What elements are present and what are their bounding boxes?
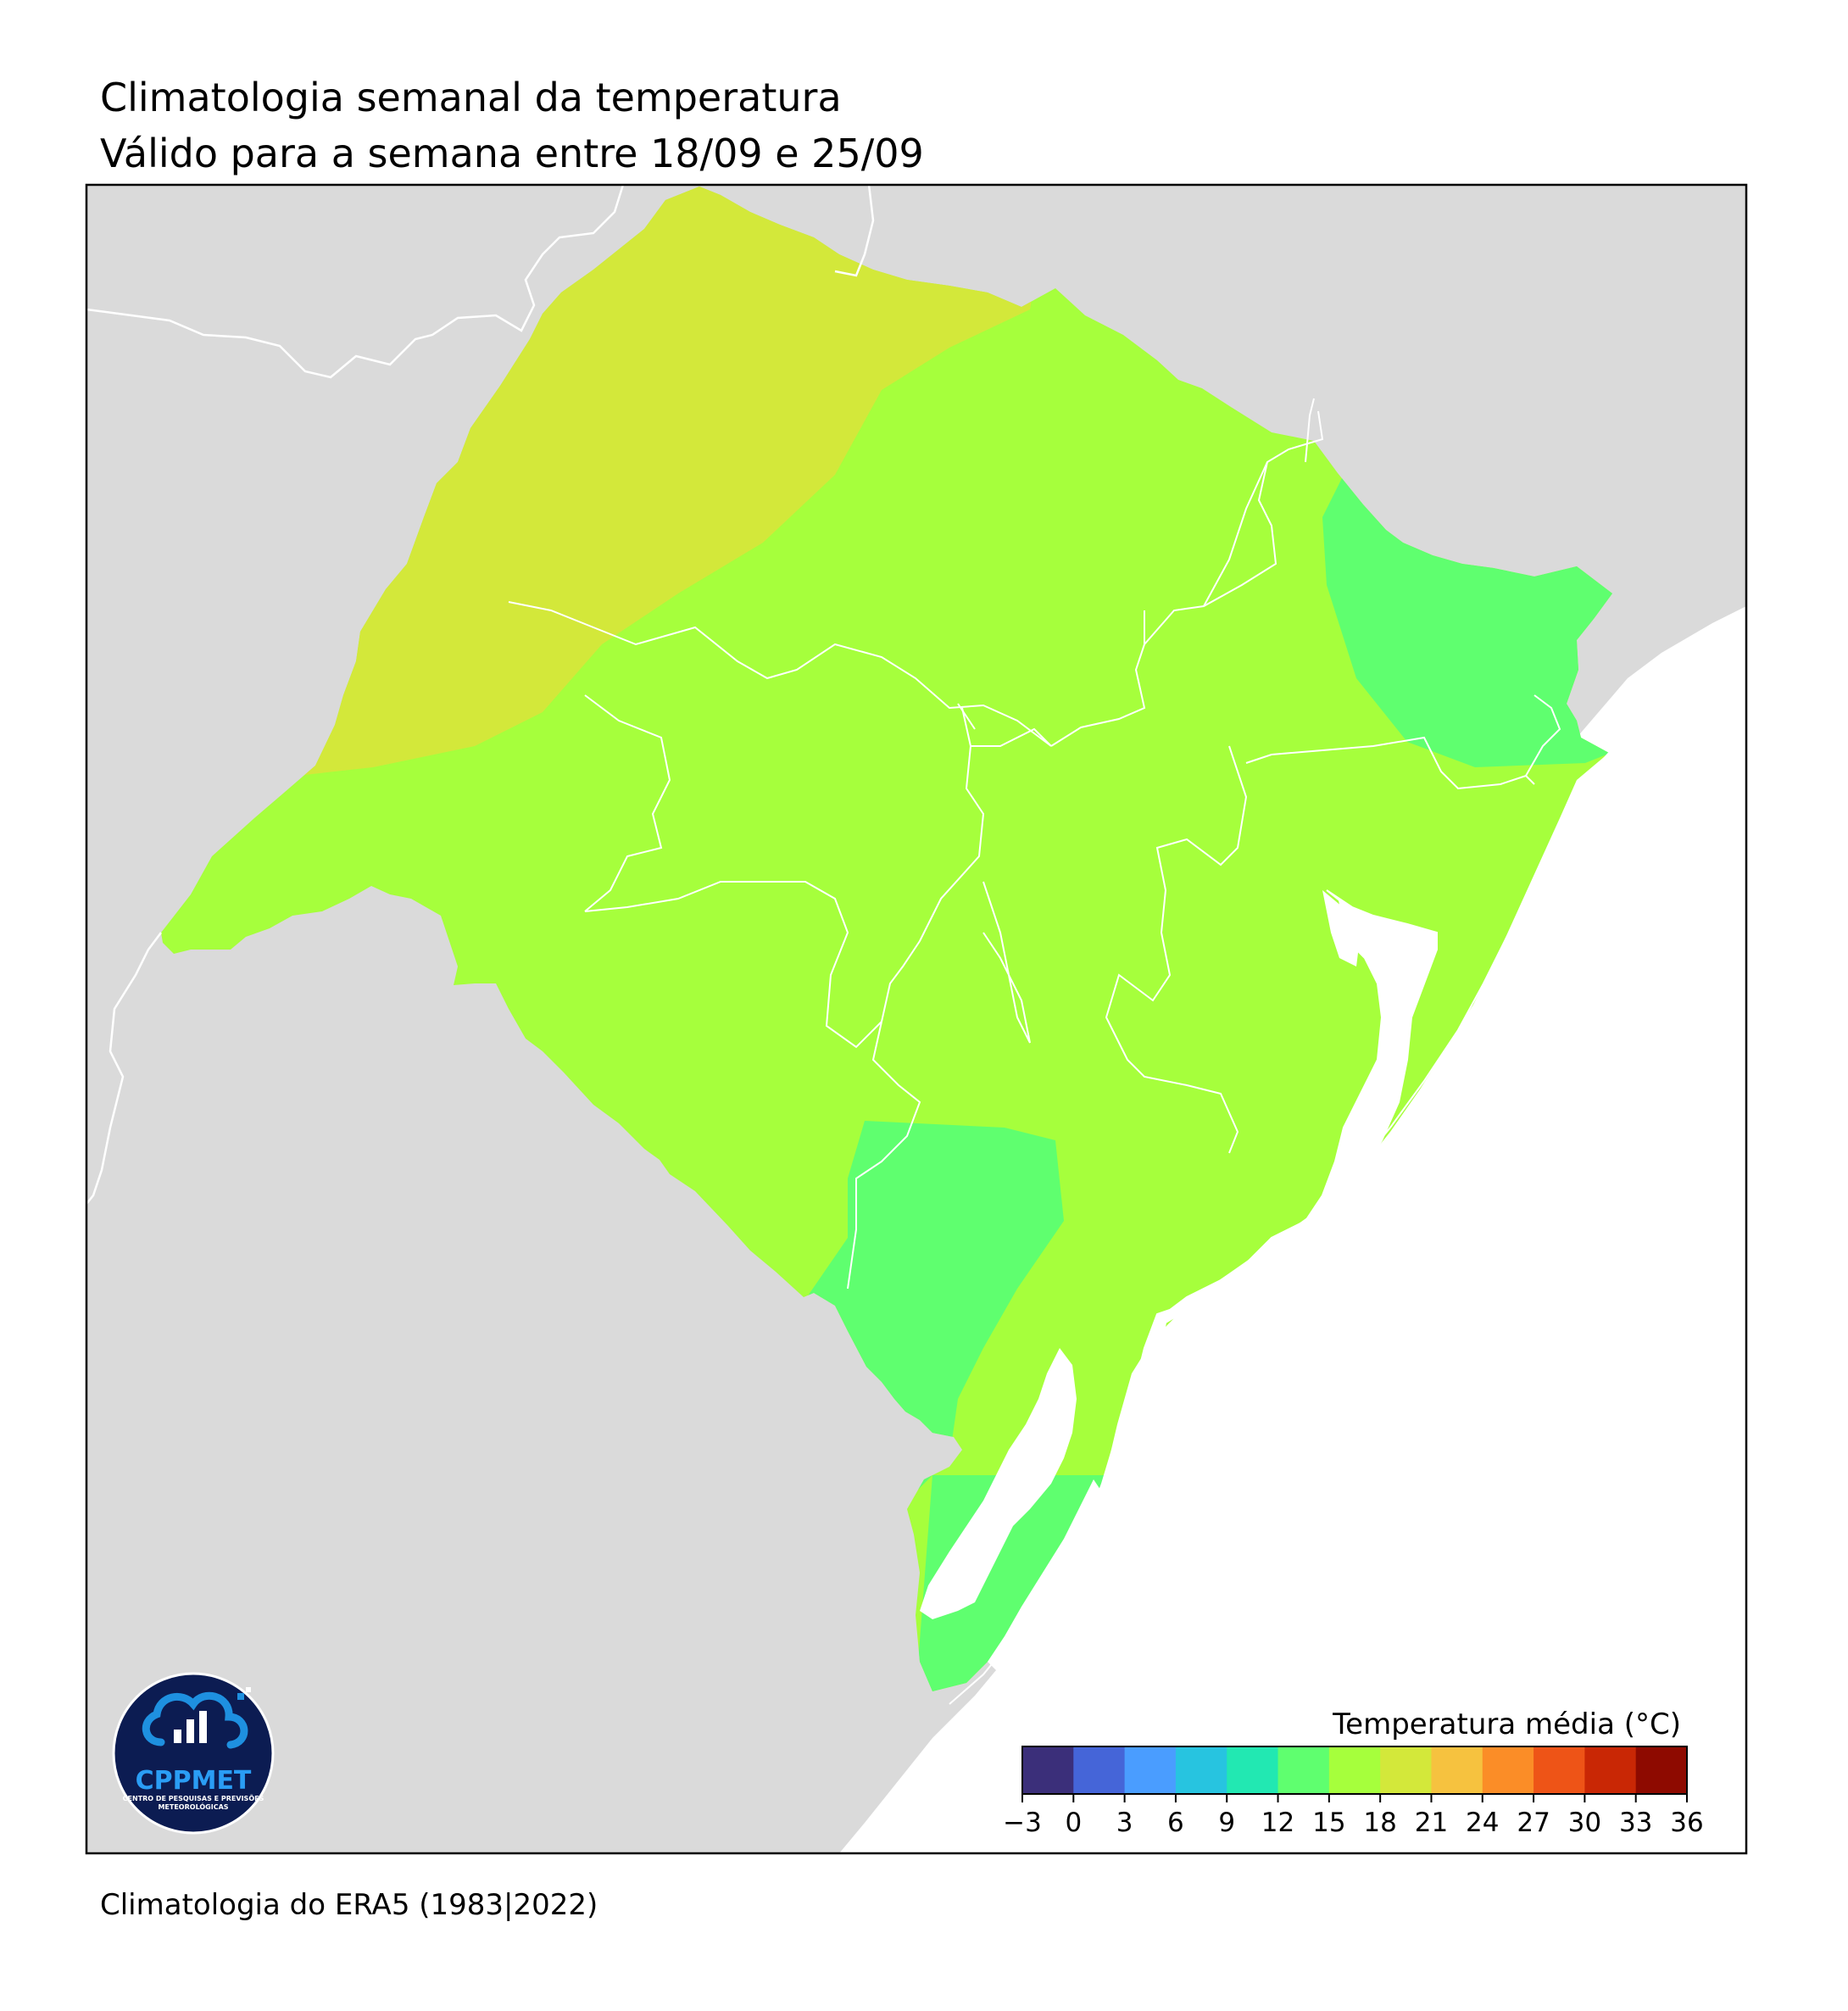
colorbar-bin	[1022, 1746, 1074, 1794]
colorbar-tick-label: 21	[1415, 1808, 1448, 1838]
colorbar-tick-label: 24	[1466, 1808, 1499, 1838]
colorbar-bin	[1328, 1746, 1381, 1794]
colorbar-tick-label: 0	[1065, 1808, 1082, 1838]
logo-tagline-2: METEOROLÓGICAS	[158, 1802, 228, 1811]
colorbar-bin	[1175, 1746, 1227, 1794]
map-frame	[85, 183, 1748, 1855]
region-borders	[508, 398, 1561, 1290]
lagoa-dos-patos-north	[1322, 890, 1361, 967]
footer-source: Climatologia do ERA5 (1983|2022)	[100, 1888, 598, 1922]
colorbar-ticks: −3 0 3 6 9 12 15 18 21 24 27 30 33 36	[1003, 1794, 1704, 1838]
cloud-chart-icon	[142, 1691, 248, 1749]
lagoa-mangueira	[988, 1479, 1102, 1670]
colorbar-tick-label: −3	[1003, 1808, 1042, 1838]
colorbar-tick-label: 9	[1218, 1808, 1235, 1838]
colorbar-frame	[1021, 1746, 1688, 1795]
colorbar-bin	[1635, 1746, 1688, 1794]
colorbar-bin	[1534, 1746, 1585, 1794]
map-title: Climatologia semanal da temperatura	[100, 75, 842, 120]
colorbar: Temperatura média (°C) −3 0 3 6 9 12 15 18 21 24 2…	[1003, 1707, 1704, 1838]
colorbar-tick-label: 6	[1167, 1808, 1184, 1838]
colorbar-tick-label: 18	[1363, 1808, 1396, 1838]
map-subtitle: Válido para a semana entre 18/09 e 25/09	[100, 131, 924, 176]
colorbar-bin	[1431, 1746, 1483, 1794]
colorbar-bins	[1022, 1746, 1688, 1794]
colorbar-tick-label: 12	[1261, 1808, 1294, 1838]
cppmet-logo: CPPMET CENTRO DE PESQUISAS E PREVISÕES M…	[112, 1672, 275, 1835]
logo-tagline-1: CENTRO DE PESQUISAS E PREVISÕES	[123, 1793, 264, 1802]
lagoa-mirim	[920, 1348, 1077, 1619]
colorbar-bin	[1482, 1746, 1534, 1794]
colorbar-bin	[1073, 1746, 1126, 1794]
colorbar-bin	[1380, 1746, 1432, 1794]
national-borders	[86, 185, 875, 1205]
logo-name: CPPMET	[136, 1766, 252, 1796]
colorbar-tick-label: 27	[1517, 1808, 1550, 1838]
colorbar-tick-label: 30	[1568, 1808, 1601, 1838]
lagoa-dos-patos	[1138, 889, 1438, 1368]
colorbar-tick-label: 15	[1312, 1808, 1345, 1838]
colorbar-bin	[1227, 1746, 1279, 1794]
colorbar-bin	[1277, 1746, 1330, 1794]
coastline	[949, 752, 1610, 1705]
colorbar-title: Temperatura média (°C)	[1332, 1707, 1681, 1741]
colorbar-tick-label: 36	[1670, 1808, 1703, 1838]
colorbar-bin	[1124, 1746, 1177, 1794]
colorbar-tick-label: 33	[1619, 1808, 1652, 1838]
colorbar-tick-label: 3	[1116, 1808, 1133, 1838]
colorbar-bin	[1584, 1746, 1637, 1794]
